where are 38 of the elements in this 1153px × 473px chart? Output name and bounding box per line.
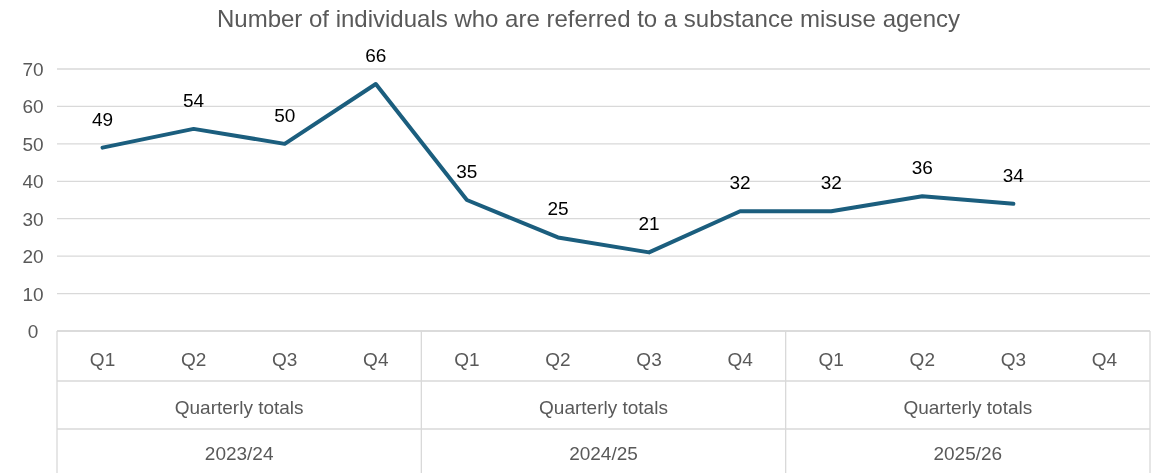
text: Quarterly totals <box>174 397 304 418</box>
y-tick-label: 70 <box>22 59 44 80</box>
x-tick-label: Q1 <box>454 349 480 370</box>
y-tick-label: 40 <box>22 171 44 193</box>
data-label: 66 <box>365 44 387 66</box>
text: Quarterly totals <box>539 397 668 418</box>
data-label: 35 <box>456 161 478 182</box>
x-tick-label: Q2 <box>180 349 207 370</box>
x-tick-label: Q3 <box>272 349 298 370</box>
text: 2025/26 <box>933 443 1003 464</box>
x-tick-label: Q2 <box>545 349 571 370</box>
y-tick-label: 10 <box>22 283 44 305</box>
text: 2024/25 <box>569 443 638 464</box>
x-tick-label: Q3 <box>1000 349 1027 370</box>
data-label: 21 <box>638 213 660 235</box>
x-tick-label: Q4 <box>727 349 754 370</box>
x-tick-label: Q4 <box>363 349 389 370</box>
data-label: 25 <box>547 198 569 220</box>
y-tick-label: 60 <box>22 96 44 118</box>
text: Quarterly totals <box>903 397 1033 418</box>
x-tick-label: Q4 <box>1091 349 1118 370</box>
chart-title: Number of individuals who are referred to a substance misuse agency <box>216 5 961 32</box>
data-label: 36 <box>911 157 933 179</box>
y-tick-label: 50 <box>22 133 44 155</box>
text: 2023/24 <box>204 443 274 464</box>
data-label: 49 <box>91 108 114 130</box>
data-label: 34 <box>1002 164 1025 186</box>
x-tick-label: Q3 <box>636 349 662 370</box>
x-tick-label: Q1 <box>89 349 116 370</box>
data-label: 54 <box>183 89 205 111</box>
x-tick-label: Q2 <box>909 349 935 370</box>
y-tick-label: 20 <box>22 246 44 268</box>
y-tick-label: 30 <box>22 208 44 230</box>
data-label: 50 <box>274 104 296 126</box>
y-tick-label: 0 <box>27 321 39 342</box>
x-tick-label: Q1 <box>818 349 844 370</box>
data-label: 32 <box>729 172 751 194</box>
data-label: 32 <box>820 172 842 194</box>
